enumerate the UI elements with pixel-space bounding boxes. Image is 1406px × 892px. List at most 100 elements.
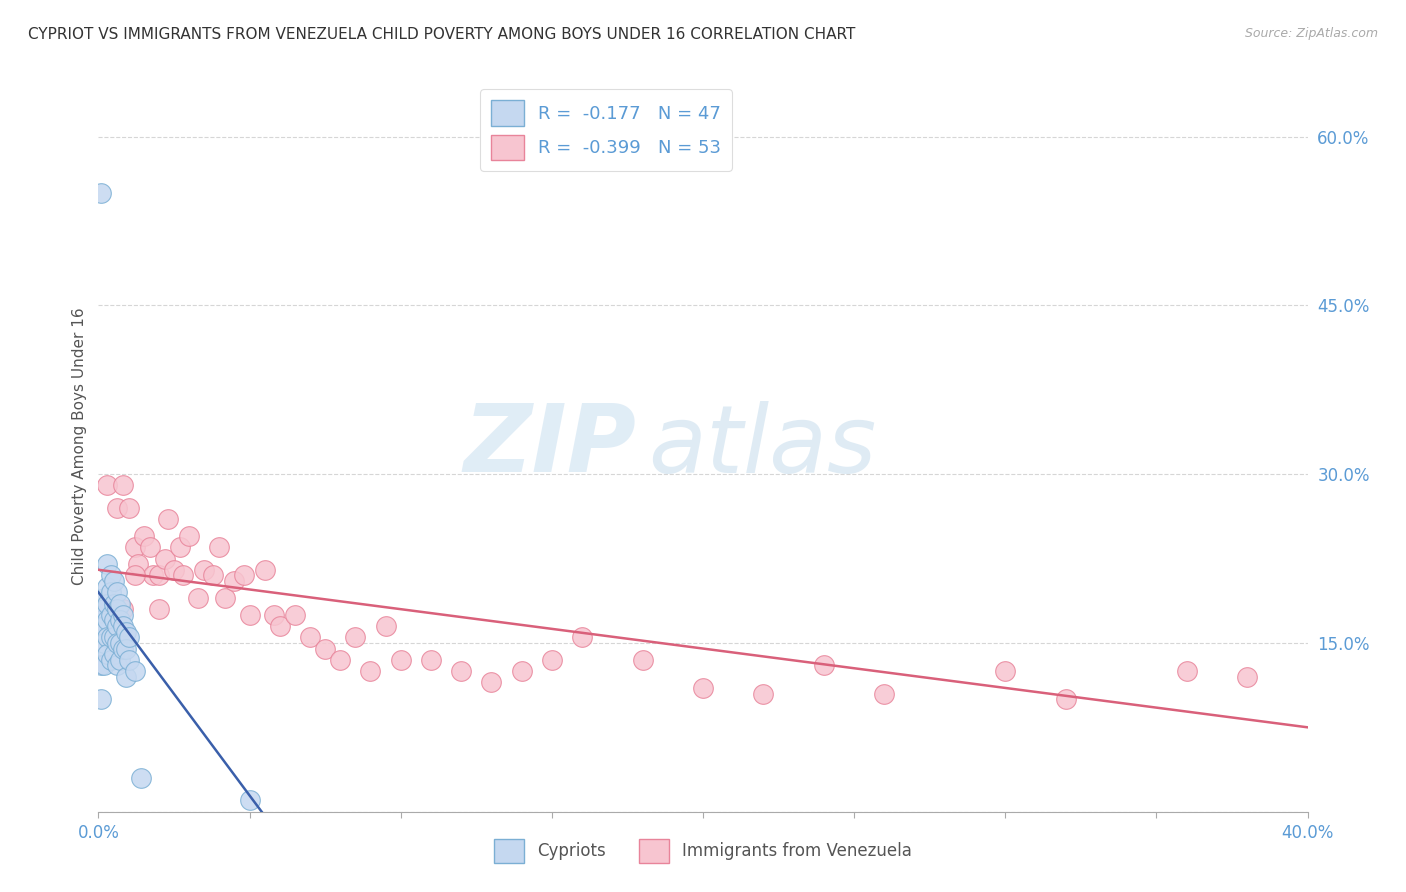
Point xyxy=(105,658,128,673)
Point xyxy=(132,529,155,543)
Point xyxy=(111,607,134,622)
Point xyxy=(510,664,533,678)
Point xyxy=(692,681,714,695)
Point xyxy=(90,658,112,673)
Point xyxy=(263,607,285,622)
Point xyxy=(813,658,835,673)
Point xyxy=(450,664,472,678)
Point xyxy=(90,614,112,628)
Point xyxy=(179,529,201,543)
Point xyxy=(100,607,122,622)
Point xyxy=(96,630,118,644)
Point xyxy=(153,551,176,566)
Point xyxy=(420,653,443,667)
Point xyxy=(187,591,209,605)
Point xyxy=(90,692,112,706)
Point xyxy=(214,591,236,605)
Text: ZIP: ZIP xyxy=(464,400,637,492)
Y-axis label: Child Poverty Among Boys Under 16: Child Poverty Among Boys Under 16 xyxy=(72,307,87,585)
Point xyxy=(1236,670,1258,684)
Point xyxy=(202,568,225,582)
Point xyxy=(224,574,246,588)
Point xyxy=(100,653,122,667)
Point xyxy=(111,478,134,492)
Point xyxy=(90,624,112,639)
Text: CYPRIOT VS IMMIGRANTS FROM VENEZUELA CHILD POVERTY AMONG BOYS UNDER 16 CORRELATI: CYPRIOT VS IMMIGRANTS FROM VENEZUELA CHI… xyxy=(28,27,855,42)
Point xyxy=(105,500,128,515)
Point xyxy=(344,630,367,644)
Point xyxy=(96,478,118,492)
Point xyxy=(103,597,125,611)
Point xyxy=(284,607,307,622)
Point xyxy=(105,602,128,616)
Point xyxy=(156,512,179,526)
Point xyxy=(105,585,128,599)
Point xyxy=(108,597,131,611)
Point xyxy=(103,647,125,661)
Point xyxy=(118,653,141,667)
Point xyxy=(329,653,352,667)
Point xyxy=(124,664,146,678)
Point xyxy=(232,568,254,582)
Point xyxy=(108,614,131,628)
Point xyxy=(100,585,122,599)
Point xyxy=(96,614,118,628)
Point xyxy=(93,619,115,633)
Point xyxy=(96,580,118,594)
Point xyxy=(172,568,194,582)
Point xyxy=(389,653,412,667)
Point xyxy=(108,653,131,667)
Point xyxy=(752,687,775,701)
Point xyxy=(360,664,382,678)
Point xyxy=(103,574,125,588)
Legend: Cypriots, Immigrants from Venezuela: Cypriots, Immigrants from Venezuela xyxy=(486,832,920,869)
Point xyxy=(90,186,112,200)
Point xyxy=(100,568,122,582)
Point xyxy=(105,636,128,650)
Point xyxy=(142,568,165,582)
Point xyxy=(96,557,118,571)
Point xyxy=(873,687,896,701)
Text: Source: ZipAtlas.com: Source: ZipAtlas.com xyxy=(1244,27,1378,40)
Point xyxy=(269,619,291,633)
Point xyxy=(100,630,122,644)
Point xyxy=(124,541,146,555)
Point xyxy=(571,630,593,644)
Point xyxy=(111,619,134,633)
Point xyxy=(103,614,125,628)
Point xyxy=(114,624,136,639)
Point xyxy=(148,568,170,582)
Point xyxy=(208,541,231,555)
Point xyxy=(124,568,146,582)
Point xyxy=(93,591,115,605)
Point xyxy=(631,653,654,667)
Point xyxy=(93,636,115,650)
Point xyxy=(994,664,1017,678)
Point xyxy=(111,602,134,616)
Text: atlas: atlas xyxy=(648,401,877,491)
Point xyxy=(114,670,136,684)
Point xyxy=(193,563,215,577)
Point xyxy=(139,541,162,555)
Point xyxy=(114,641,136,656)
Point xyxy=(239,793,262,807)
Point xyxy=(129,771,152,785)
Point xyxy=(127,557,149,571)
Point xyxy=(540,653,562,667)
Point xyxy=(374,619,396,633)
Point xyxy=(239,607,262,622)
Point xyxy=(169,541,191,555)
Point xyxy=(96,597,118,611)
Point xyxy=(1054,692,1077,706)
Point xyxy=(108,636,131,650)
Point xyxy=(299,630,322,644)
Point xyxy=(481,675,503,690)
Point xyxy=(1175,664,1198,678)
Point xyxy=(96,647,118,661)
Point xyxy=(253,563,276,577)
Point xyxy=(111,641,134,656)
Point xyxy=(105,619,128,633)
Point xyxy=(90,641,112,656)
Point xyxy=(148,602,170,616)
Point xyxy=(314,641,336,656)
